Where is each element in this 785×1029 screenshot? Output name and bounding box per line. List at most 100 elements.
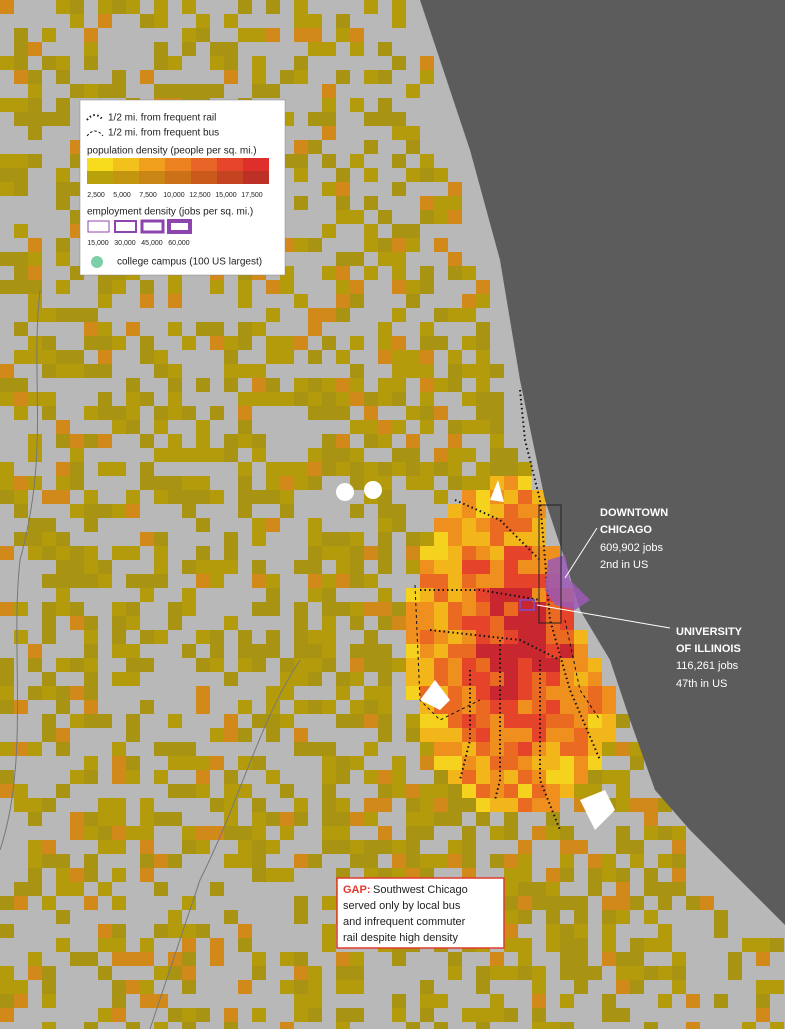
density-cell [588, 854, 602, 868]
density-cell [420, 588, 434, 602]
density-cell [728, 966, 742, 980]
density-cell [140, 700, 154, 714]
density-cell [322, 770, 336, 784]
density-cell [308, 14, 322, 28]
density-cell [28, 252, 42, 266]
density-cell [98, 280, 112, 294]
density-cell [350, 1008, 364, 1022]
density-cell [280, 714, 294, 728]
density-cell [224, 532, 238, 546]
density-cell [588, 672, 602, 686]
density-cell [518, 630, 532, 644]
density-cell [546, 798, 560, 812]
density-cell [28, 350, 42, 364]
density-cell [322, 308, 336, 322]
density-cell [42, 350, 56, 364]
density-cell [224, 70, 238, 84]
density-cell [378, 770, 392, 784]
density-cell [308, 546, 322, 560]
density-cell [112, 672, 126, 686]
density-cell [462, 518, 476, 532]
density-cell [224, 14, 238, 28]
pointer [564, 527, 598, 579]
density-cell [434, 714, 448, 728]
density-cell [378, 322, 392, 336]
density-cell [70, 350, 84, 364]
density-cell [28, 644, 42, 658]
density-cell [448, 840, 462, 854]
density-cell [336, 840, 350, 854]
density-cell [168, 910, 182, 924]
density-cell [364, 714, 378, 728]
density-cell [336, 210, 350, 224]
density-cell [350, 210, 364, 224]
density-cell [392, 770, 406, 784]
density-cell [84, 406, 98, 420]
density-cell [448, 658, 462, 672]
density-cell [42, 840, 56, 854]
density-cell [112, 826, 126, 840]
density-cell [238, 784, 252, 798]
density-cell [602, 896, 616, 910]
density-cell [294, 140, 308, 154]
density-cell [70, 364, 84, 378]
density-cell [546, 644, 560, 658]
density-cell [84, 658, 98, 672]
density-cell [224, 448, 238, 462]
density-cell [182, 84, 196, 98]
density-cell [210, 826, 224, 840]
density-cell [168, 280, 182, 294]
density-cell [196, 490, 210, 504]
density-cell [378, 602, 392, 616]
density-cell [56, 70, 70, 84]
density-cell [308, 462, 322, 476]
density-cell [14, 112, 28, 126]
density-cell [336, 14, 350, 28]
density-cell [420, 378, 434, 392]
density-cell [126, 952, 140, 966]
density-cell [42, 966, 56, 980]
swatch [113, 171, 139, 184]
density-cell [112, 630, 126, 644]
density-cell [364, 700, 378, 714]
density-cell [238, 28, 252, 42]
density-cell [462, 420, 476, 434]
density-cell [70, 546, 84, 560]
density-cell [476, 770, 490, 784]
density-cell [406, 294, 420, 308]
density-cell [266, 840, 280, 854]
tick-label: 45,000 [141, 240, 163, 247]
density-cell [196, 434, 210, 448]
density-cell [532, 896, 546, 910]
density-cell [490, 560, 504, 574]
density-cell [168, 490, 182, 504]
density-cell [210, 406, 224, 420]
density-cell [574, 644, 588, 658]
density-cell [196, 420, 210, 434]
density-cell [336, 308, 350, 322]
density-cell [546, 602, 560, 616]
density-cell [196, 686, 210, 700]
density-cell [518, 882, 532, 896]
density-cell [336, 294, 350, 308]
density-cell [616, 840, 630, 854]
density-cell [350, 672, 364, 686]
density-cell [70, 616, 84, 630]
density-cell [322, 266, 336, 280]
density-cell [476, 532, 490, 546]
density-cell [196, 924, 210, 938]
density-cell [322, 756, 336, 770]
density-cell [462, 364, 476, 378]
density-cell [672, 826, 686, 840]
density-cell [336, 448, 350, 462]
density-cell [686, 896, 700, 910]
density-cell [560, 1022, 574, 1029]
density-cell [518, 476, 532, 490]
density-cell [364, 0, 378, 14]
density-cell [406, 672, 420, 686]
density-cell [126, 644, 140, 658]
density-cell [574, 896, 588, 910]
density-cell [616, 1008, 630, 1022]
density-cell [238, 826, 252, 840]
density-cell [28, 266, 42, 280]
